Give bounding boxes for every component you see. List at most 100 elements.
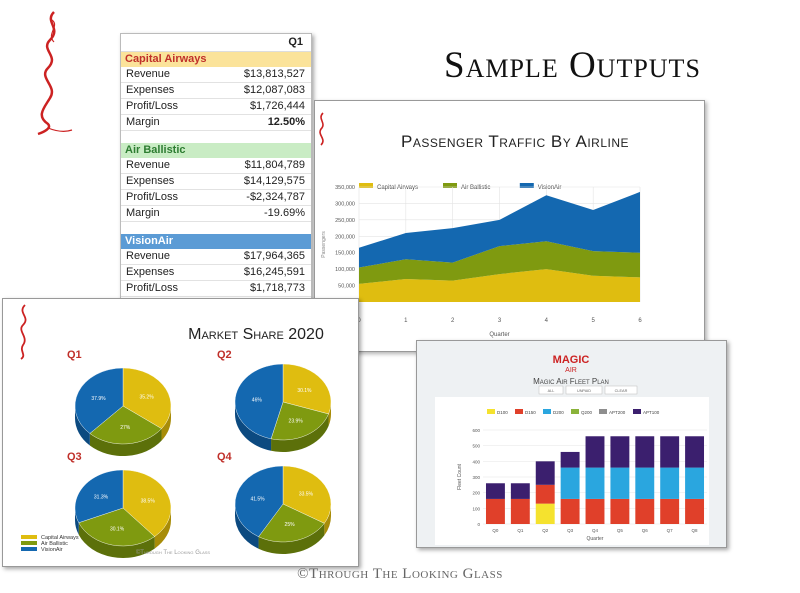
table-row: Revenue $17,964,365 (121, 249, 311, 265)
row-label: Profit/Loss (126, 100, 178, 112)
x-tick-label: Q5 (617, 528, 624, 533)
pie-value-label: 31.3% (94, 494, 109, 500)
bar-segment (585, 436, 605, 468)
x-tick-label: 5 (591, 318, 595, 324)
pie-quarter-label: Q2 (217, 349, 232, 361)
row-label: Margin (126, 207, 160, 219)
row-label: Revenue (126, 159, 171, 171)
y-axis-label: Fleet Count (457, 463, 463, 489)
legend-label: APT100 (643, 410, 660, 415)
bar-segment (685, 467, 705, 499)
bar-segment (535, 503, 555, 524)
row-label: Expenses (126, 175, 175, 187)
bar-segment (560, 451, 580, 468)
bar-segment (660, 436, 680, 468)
y-tick-label: 300 (472, 475, 480, 480)
y-tick-label: 300,000 (335, 201, 355, 207)
pie-side (324, 504, 331, 536)
y-tick-label: 150,000 (335, 251, 355, 257)
bar-segment (485, 498, 505, 524)
pie-value-label: 30.1% (110, 526, 125, 532)
pie-value-label: 38.5% (141, 499, 156, 505)
pie-side (235, 402, 272, 451)
y-tick-label: 100 (472, 506, 480, 511)
y-tick-label: 250,000 (335, 218, 355, 224)
fleet-plan-panel: MAGIC AIR Magic Air Fleet Plan ALL UNPAID CLE… (416, 340, 727, 548)
y-tick-label: 600 (472, 428, 480, 433)
pie-quarter-label: Q4 (217, 451, 233, 463)
pie-value-label: 46% (252, 397, 263, 403)
pie-slice (89, 405, 162, 445)
looking-glass-logo-icon (37, 11, 73, 136)
area-series (359, 241, 640, 284)
table-row: Revenue $11,804,789 (121, 158, 311, 174)
legend-label: Air Ballistic (41, 541, 68, 547)
y-axis-label: Passengers (321, 231, 327, 258)
pie-slice (282, 363, 332, 415)
pie-side (154, 508, 171, 549)
legend-swatch (487, 409, 495, 414)
bar-segment (685, 498, 705, 524)
legend-swatch (443, 183, 457, 188)
legend-label: D150 (525, 410, 536, 415)
market-share-panel: Market Share 2020 Q1 35.2% 27% 37.9% Q2 30.1% 2… (2, 298, 359, 567)
pie-slice (74, 469, 124, 523)
pie-quarter-label: Q1 (67, 349, 82, 361)
x-axis-label: Quarter (587, 536, 604, 542)
pie-slice (122, 469, 172, 537)
row-label: Profit/Loss (126, 191, 178, 203)
table-row: Profit/Loss $1,718,773 (121, 281, 311, 297)
slide-footer: ©Through The Looking Glass (297, 566, 503, 582)
pie-value-label: 35.2% (139, 395, 154, 401)
pie-slice (74, 367, 124, 434)
bar-segment (610, 436, 630, 468)
legend-label: Capital Airways (41, 535, 79, 541)
legend-label: VisionAir (538, 185, 562, 191)
legend-label: APT200 (609, 410, 626, 415)
x-tick-label: 6 (638, 318, 642, 324)
bar-segment (635, 498, 655, 524)
x-tick-label: Q7 (667, 528, 674, 533)
row-value: $1,726,444 (249, 100, 305, 112)
filter-button (565, 385, 603, 395)
bar-segment (610, 498, 630, 524)
pie-slice (78, 507, 155, 547)
pie-side (75, 508, 79, 535)
row-value: -19.69% (264, 207, 305, 219)
row-label: Revenue (126, 250, 171, 262)
looking-glass-logo-icon (20, 304, 27, 360)
bar-segment (585, 467, 605, 499)
row-label: Expenses (126, 84, 175, 96)
x-tick-label: 1 (404, 318, 408, 324)
row-label: Margin (126, 116, 160, 128)
pie-slice (270, 401, 329, 441)
legend-label: VisionAir (41, 547, 63, 553)
table-row: Profit/Loss -$2,324,787 (121, 190, 311, 206)
x-tick-label: 4 (545, 318, 549, 324)
section-header: Air Ballistic (121, 143, 311, 158)
bar-segment (560, 498, 580, 524)
pie-side (258, 523, 325, 554)
filter-button (538, 385, 564, 395)
pie-side (235, 504, 259, 549)
bar-segment (535, 461, 555, 485)
pie-slice (122, 367, 172, 429)
legend-swatch (359, 183, 373, 188)
row-label: Expenses (126, 266, 175, 278)
legend-swatch (21, 535, 37, 539)
bar-segment (510, 483, 530, 499)
x-axis-label: Quarter (489, 332, 509, 338)
chart-title: Magic Air Fleet Plan (533, 377, 609, 386)
legend-label: Air Ballistic (461, 185, 490, 191)
legend-swatch (515, 409, 523, 414)
filter-button (604, 385, 638, 395)
pie-slice (234, 363, 284, 440)
bar-segment (660, 467, 680, 499)
legend-swatch (599, 409, 607, 414)
bar-segment (610, 467, 630, 499)
x-tick-label: 2 (451, 318, 455, 324)
market-share-chart: Market Share 2020 Q1 35.2% 27% 37.9% Q2 30.1% 2… (20, 304, 332, 558)
pie-side (89, 428, 162, 456)
pie-value-label: 33.5% (299, 492, 314, 498)
